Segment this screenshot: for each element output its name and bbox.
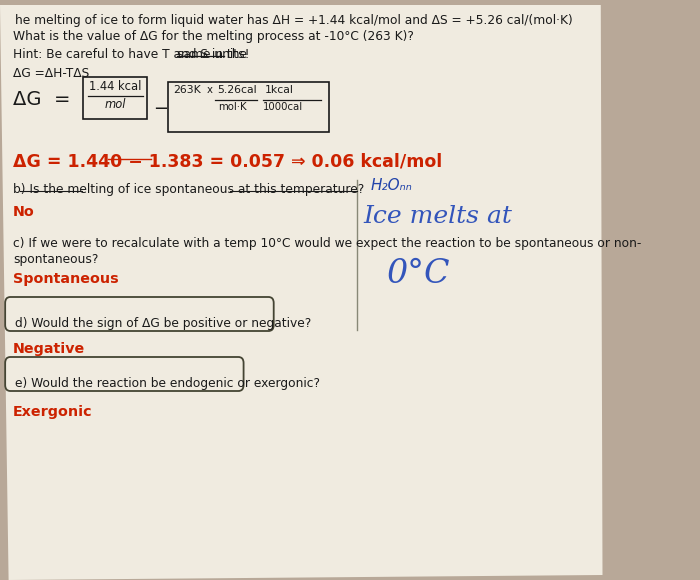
Text: b) Is the melting of ice spontaneous at this temperature?: b) Is the melting of ice spontaneous at … — [13, 183, 364, 196]
Text: 1.44 kcal: 1.44 kcal — [89, 80, 141, 93]
Text: −: − — [153, 100, 168, 118]
Polygon shape — [0, 5, 603, 580]
Text: mol·K: mol·K — [218, 102, 247, 112]
Text: x: x — [206, 85, 213, 95]
Text: Spontaneous: Spontaneous — [13, 272, 118, 286]
Text: No: No — [13, 205, 35, 219]
Text: spontaneous?: spontaneous? — [13, 253, 98, 266]
Text: d) Would the sign of ΔG be positive or negative?: d) Would the sign of ΔG be positive or n… — [15, 317, 311, 330]
Text: mol: mol — [104, 98, 126, 111]
Text: 5.26cal: 5.26cal — [217, 85, 256, 95]
Text: Exergonic: Exergonic — [13, 405, 92, 419]
Text: What is the value of ΔG for the melting process at -10°C (263 K)?: What is the value of ΔG for the melting … — [13, 30, 414, 43]
Text: Ice melts at: Ice melts at — [363, 205, 512, 228]
Text: ΔG = 1.440 − 1.383 = 0.057 ⇒ 0.06 kcal/mol: ΔG = 1.440 − 1.383 = 0.057 ⇒ 0.06 kcal/m… — [13, 152, 442, 170]
Text: ΔG  =: ΔG = — [13, 90, 71, 109]
Text: Negative: Negative — [13, 342, 85, 356]
Text: Hint: Be careful to have T and S in the: Hint: Be careful to have T and S in the — [13, 48, 251, 61]
Text: ΔG =ΔH-TΔS: ΔG =ΔH-TΔS — [13, 67, 89, 80]
Text: he melting of ice to form liquid water has ΔH = +1.44 kcal/mol and ΔS = +5.26 ca: he melting of ice to form liquid water h… — [15, 14, 573, 27]
Text: same units!: same units! — [178, 48, 250, 61]
Text: 0°C: 0°C — [387, 258, 451, 290]
Text: H₂Oₙₙ: H₂Oₙₙ — [370, 178, 412, 193]
Text: e) Would the reaction be endogenic or exergonic?: e) Would the reaction be endogenic or ex… — [15, 377, 320, 390]
Text: 1kcal: 1kcal — [265, 85, 294, 95]
Text: 1000cal: 1000cal — [263, 102, 304, 112]
Text: 263K: 263K — [173, 85, 201, 95]
Text: c) If we were to recalculate with a temp 10°C would we expect the reaction to be: c) If we were to recalculate with a temp… — [13, 237, 641, 250]
